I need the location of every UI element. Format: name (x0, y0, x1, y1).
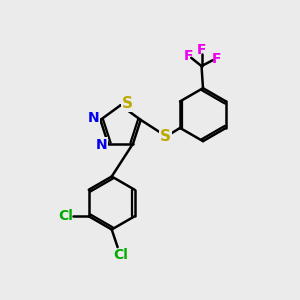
Text: Cl: Cl (58, 209, 73, 223)
Text: N: N (88, 110, 100, 124)
Text: F: F (184, 49, 193, 63)
Text: F: F (212, 52, 221, 66)
Text: F: F (197, 43, 206, 57)
Text: S: S (160, 129, 171, 144)
Text: S: S (122, 96, 133, 111)
Text: N: N (96, 138, 107, 152)
Text: Cl: Cl (113, 248, 128, 262)
